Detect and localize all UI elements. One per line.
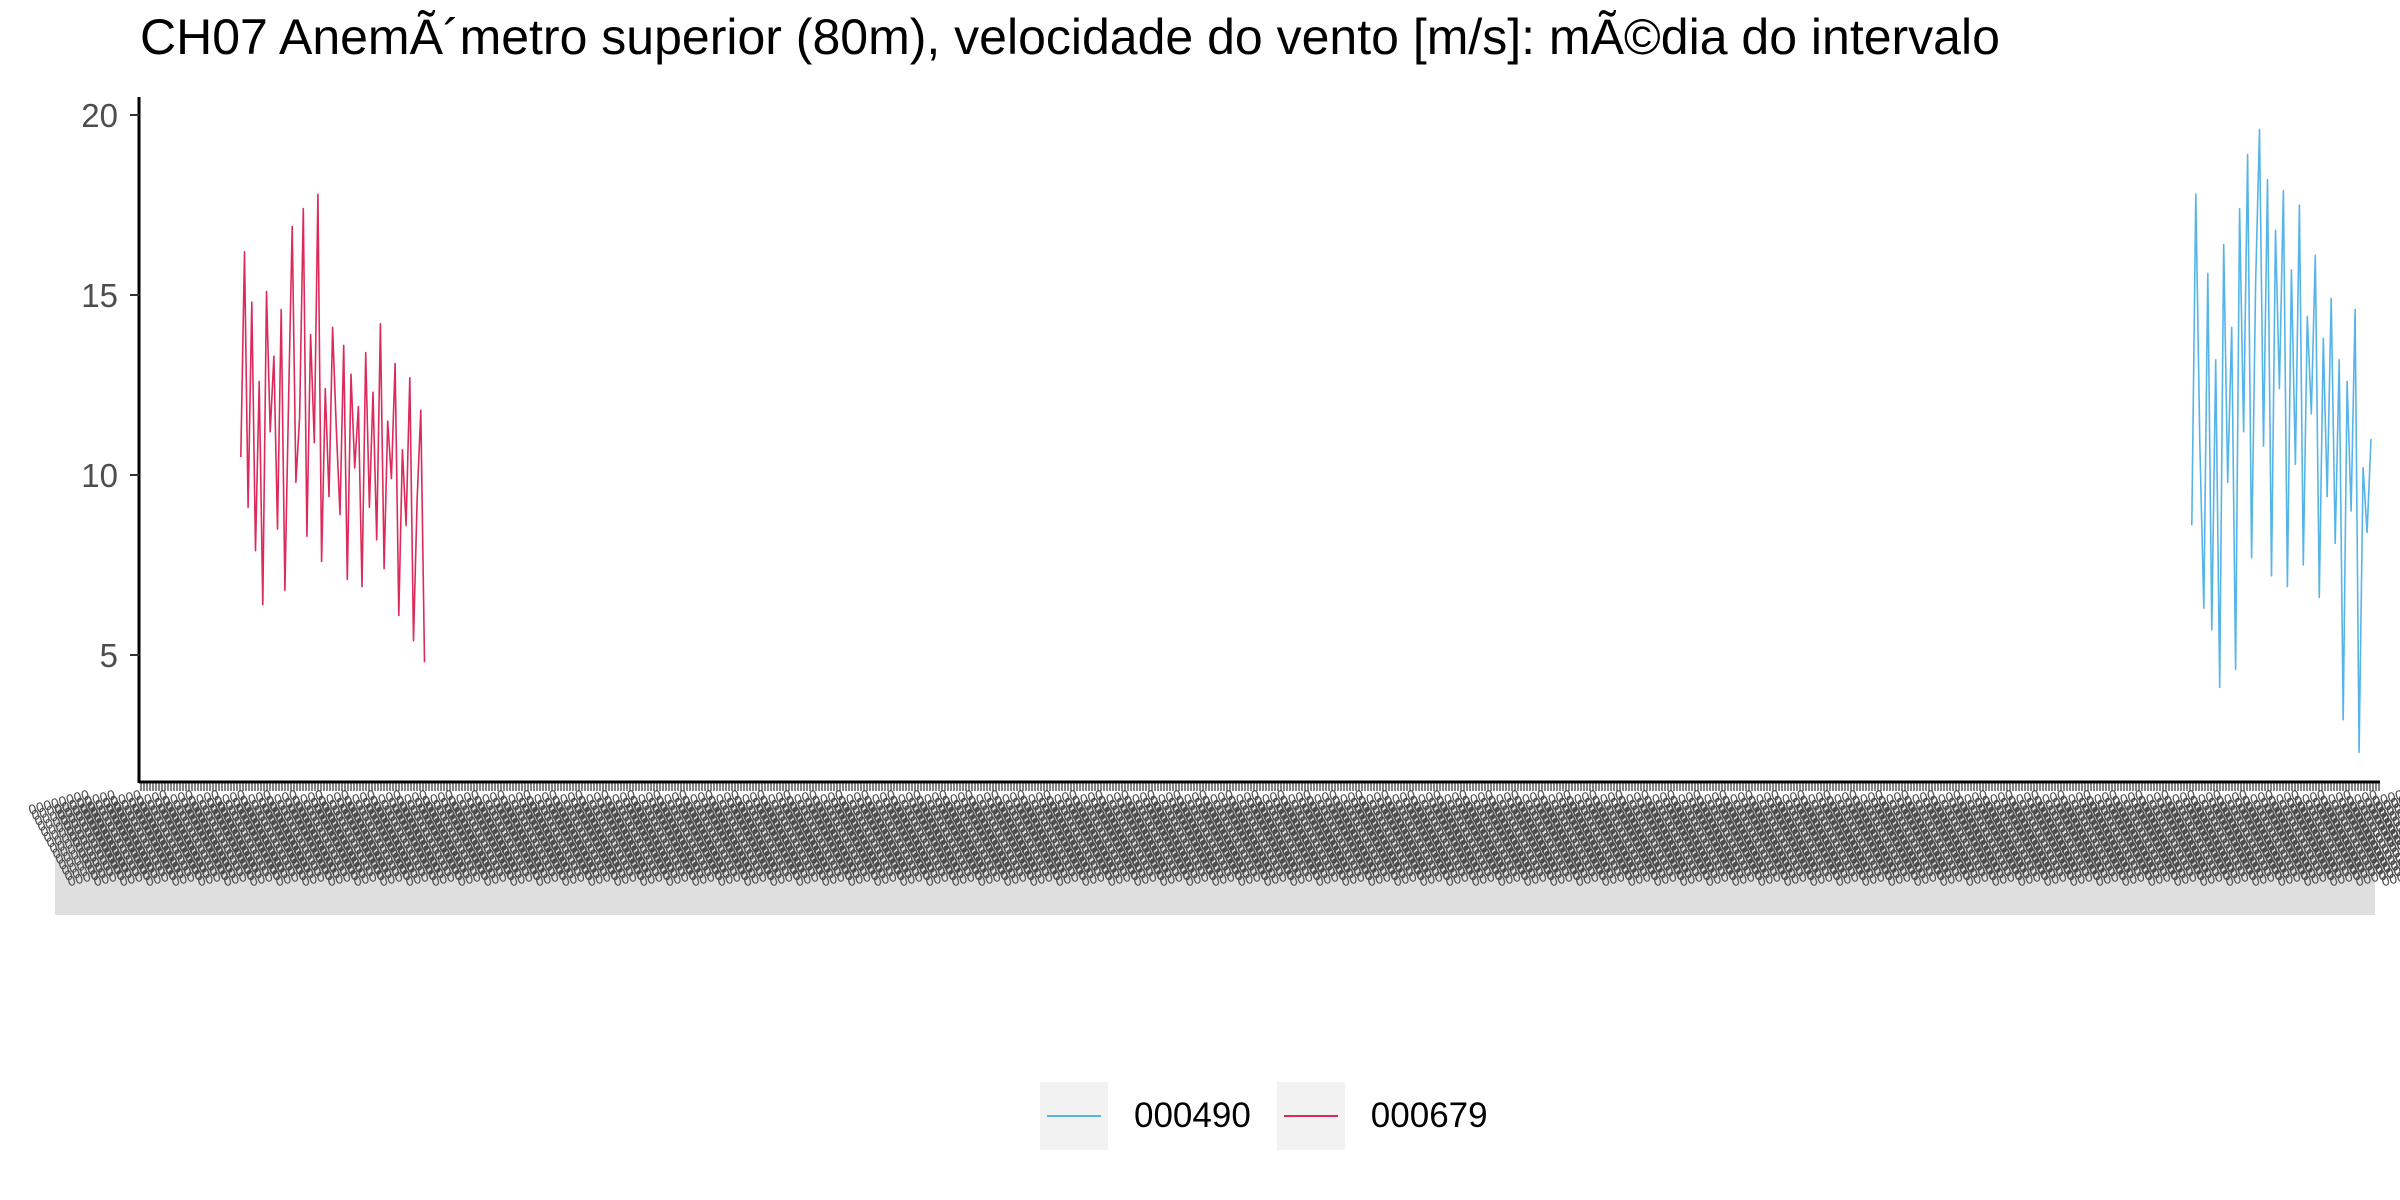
legend-label-000490: 000490 <box>1134 1096 1251 1135</box>
chart-title: CH07 AnemÃ´metro superior (80m), velocid… <box>140 9 2000 65</box>
legend: 000490 000679 <box>1040 1082 1514 1150</box>
x-axis-ticks <box>140 783 2380 791</box>
legend-label-000679: 000679 <box>1370 1096 1488 1135</box>
series-line-000490 <box>2191 128 2372 754</box>
legend-line-000490-icon <box>1047 1115 1101 1117</box>
legend-key-000679 <box>1276 1082 1345 1150</box>
series-line-000679 <box>240 193 426 663</box>
y-axis-ticks: 5 10 15 20 <box>81 97 139 674</box>
legend-item-000490: 000490 <box>1040 1082 1251 1150</box>
x-tick-marks <box>140 783 2380 791</box>
y-tick-label: 5 <box>100 637 118 674</box>
series-layer <box>240 128 2372 754</box>
legend-key-000490 <box>1040 1082 1108 1150</box>
plot-area: 0000000000000000000000000000000000000000… <box>27 97 2400 915</box>
legend-line-000679-icon <box>1283 1115 1338 1117</box>
y-tick-label: 10 <box>81 457 118 494</box>
x-tick-label-smear <box>55 805 2375 915</box>
x-tick-labels-overplotted: 0000000000000000000000000000000000000000… <box>27 786 2400 915</box>
y-tick-label: 15 <box>81 277 118 314</box>
legend-item-000679: 000679 <box>1276 1082 1488 1150</box>
y-tick-label: 20 <box>81 97 118 134</box>
